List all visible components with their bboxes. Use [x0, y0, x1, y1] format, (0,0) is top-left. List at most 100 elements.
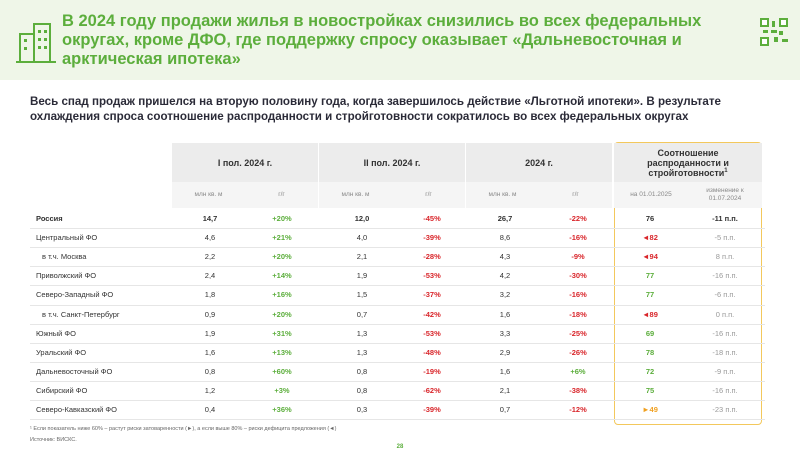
change-cell: -28%: [423, 252, 441, 262]
value-cell: 75: [645, 385, 655, 395]
ratio-highlight: [614, 142, 762, 425]
sub-header: млн кв. м: [172, 182, 245, 208]
value-cell: 2,1: [356, 252, 368, 262]
value-cell: ◄94: [642, 252, 658, 262]
value-cell: 0,7: [356, 309, 368, 319]
change-cell: -9%: [571, 252, 585, 262]
change-cell: -16 п.п.: [712, 271, 738, 281]
value-cell: 1,3: [356, 328, 368, 338]
change-cell: -18%: [569, 309, 587, 319]
row-divider: [30, 400, 765, 401]
group-header: I пол. 2024 г.: [172, 143, 318, 182]
change-cell: -30%: [569, 271, 587, 281]
change-cell: -6 п.п.: [714, 290, 736, 300]
page-number: 28: [396, 444, 404, 450]
change-cell: +3%: [274, 385, 290, 395]
change-cell: -18 п.п.: [712, 347, 738, 357]
change-cell: -22%: [569, 214, 587, 223]
value-cell: 0,8: [356, 366, 368, 376]
change-cell: -26%: [569, 347, 587, 357]
group-title: II пол. 2024 г.: [363, 157, 421, 168]
change-cell: -25%: [569, 328, 587, 338]
sub-header: г/г: [392, 182, 465, 208]
change-cell: -5 п.п.: [714, 233, 736, 243]
row-divider: [30, 247, 765, 249]
value-cell: 1,5: [356, 290, 368, 300]
value-cell: 26,7: [497, 214, 513, 223]
change-cell: -11 п.п.: [712, 214, 738, 223]
change-cell: -53%: [423, 271, 441, 281]
group-title: I пол. 2024 г.: [217, 157, 273, 168]
row-divider: [30, 304, 765, 306]
subtitle: Весь спад продаж пришелся на вторую поло…: [30, 95, 721, 123]
change-cell: +31%: [272, 328, 292, 338]
row-divider: [30, 380, 765, 382]
source: Источник: ВИСКС.: [30, 437, 77, 443]
sub-header: изменение к 01.07.2024: [688, 182, 762, 208]
change-cell: 0 п.п.: [715, 309, 735, 319]
row-divider: [30, 419, 765, 421]
change-cell: -12%: [569, 405, 587, 414]
change-cell: -16%: [569, 233, 587, 243]
change-cell: -45%: [423, 214, 441, 223]
change-cell: -16 п.п.: [712, 385, 738, 395]
value-cell: 3,2: [499, 290, 511, 300]
change-cell: -48%: [423, 347, 441, 357]
change-cell: +20%: [272, 214, 292, 223]
value-cell: 0,8: [204, 366, 216, 376]
change-cell: +60%: [272, 366, 292, 376]
value-cell: 14,7: [202, 214, 218, 223]
change-cell: +14%: [272, 271, 292, 281]
value-cell: 4,6: [204, 233, 216, 243]
value-cell: 2,2: [204, 252, 216, 262]
value-cell: 1,9: [356, 271, 368, 281]
change-cell: -38%: [569, 385, 587, 395]
value-cell: 1,3: [356, 347, 368, 357]
value-cell: 1,8: [204, 290, 216, 300]
change-cell: +6%: [570, 366, 586, 376]
change-cell: -42%: [423, 309, 441, 319]
change-cell: -39%: [423, 233, 441, 243]
row-divider: [30, 323, 765, 325]
row-label: в т.ч. Санкт-Петербург: [42, 309, 120, 319]
change-cell: -62%: [423, 385, 441, 395]
value-cell: 2,4: [204, 271, 216, 281]
value-cell: 72: [645, 366, 655, 376]
group-header: 2024 г.: [466, 143, 612, 182]
group-header: Соотношение распроданности и стройготовн…: [614, 143, 762, 182]
value-cell: 2,9: [499, 347, 511, 357]
row-label: в т.ч. Москва: [42, 252, 87, 262]
change-cell: -16 п.п.: [712, 328, 738, 338]
note-mark: 1: [724, 167, 728, 174]
sub-header: г/г: [245, 182, 318, 208]
value-cell: 3,3: [499, 328, 511, 338]
value-cell: 4,3: [499, 252, 511, 262]
value-cell: 0,7: [499, 405, 511, 414]
value-cell: 0,3: [356, 405, 368, 414]
change-cell: -23 п.п.: [712, 405, 738, 414]
header-band: [0, 0, 800, 80]
value-cell: 76: [645, 214, 655, 223]
change-cell: -53%: [423, 328, 441, 338]
change-cell: +21%: [272, 233, 292, 243]
sub-header: на 01.01.2025: [614, 182, 688, 208]
change-cell: 8 п.п.: [715, 252, 735, 262]
group-header: II пол. 2024 г.: [319, 143, 465, 182]
value-cell: 1,2: [204, 385, 216, 395]
value-cell: 0,8: [356, 385, 368, 395]
row-label: Дальневосточный ФО: [36, 366, 113, 376]
change-cell: -9 п.п.: [714, 366, 736, 376]
row-divider: [30, 342, 765, 344]
group-title: Соотношение распроданности и стройготовн…: [647, 147, 729, 178]
title: В 2024 году продажи жилья в новостройках…: [62, 12, 702, 68]
row-label: Приволжский ФО: [36, 271, 97, 281]
sub-header: млн кв. м: [466, 182, 539, 208]
change-cell: -19%: [423, 366, 441, 376]
change-cell: +20%: [272, 309, 292, 319]
footnote: ¹ Если показатель ниже 60% – растут риск…: [30, 426, 337, 432]
row-label: Южный ФО: [36, 328, 76, 338]
change-cell: -16%: [569, 290, 587, 300]
qr-code: [760, 18, 788, 46]
row-label: Уральский ФО: [36, 347, 87, 357]
